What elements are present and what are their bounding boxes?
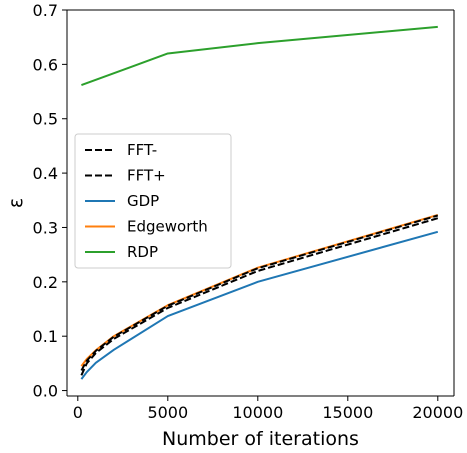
legend-label: RDP xyxy=(127,243,158,261)
y-tick-label: 0.2 xyxy=(33,273,58,292)
y-tick-label: 0.1 xyxy=(33,327,58,346)
series-line-fftminus xyxy=(80,217,439,376)
legend-box xyxy=(74,133,232,269)
x-axis-ticks: 0 5000 10000 15000 20000 xyxy=(73,396,463,422)
y-tick-label: 0.7 xyxy=(33,1,58,20)
series-line-rdp xyxy=(81,25,438,86)
x-axis-label: Number of iterations xyxy=(162,428,359,450)
y-tick-label: 0.6 xyxy=(33,55,58,74)
y-tick-label: 0.5 xyxy=(33,110,58,129)
plot-lines xyxy=(80,25,439,380)
x-tick-label: 20000 xyxy=(412,403,463,422)
legend: FFT- FFT+ GDP Edgeworth RDP xyxy=(74,133,232,269)
series-line-fftplus xyxy=(80,214,439,371)
legend-label: FFT+ xyxy=(127,167,166,185)
x-tick-label: 15000 xyxy=(322,403,373,422)
y-tick-label: 0.3 xyxy=(33,218,58,237)
legend-label: FFT- xyxy=(127,141,157,159)
y-axis-ticks: 0.0 0.1 0.2 0.3 0.4 0.5 0.6 0.7 xyxy=(33,1,67,401)
y-tick-label: 0.0 xyxy=(33,382,58,401)
y-axis-label: ε xyxy=(5,198,27,208)
y-tick-label: 0.4 xyxy=(33,164,58,183)
x-tick-label: 0 xyxy=(73,403,83,422)
series-line-edgeworth xyxy=(80,214,439,367)
axes xyxy=(66,9,455,397)
legend-label: Edgeworth xyxy=(127,218,208,236)
x-tick-label: 5000 xyxy=(147,403,188,422)
series-line-gdp xyxy=(80,230,439,380)
legend-label: GDP xyxy=(127,192,159,210)
x-tick-label: 10000 xyxy=(232,403,283,422)
